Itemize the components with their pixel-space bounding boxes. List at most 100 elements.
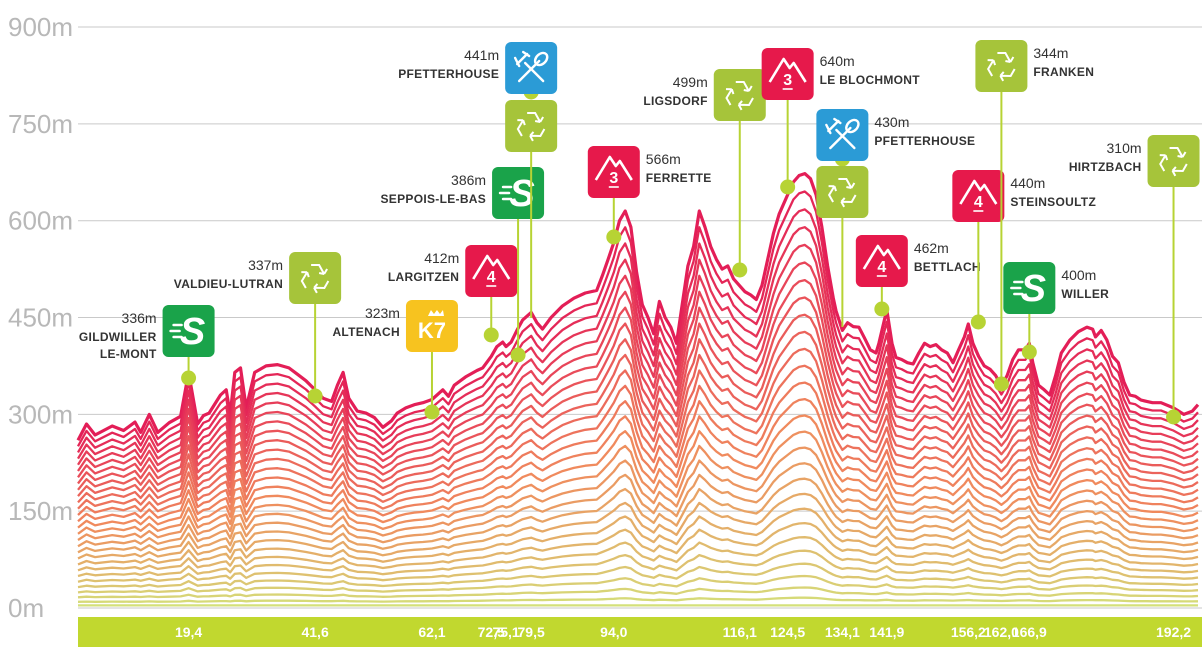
waypoint-altitude: 499m xyxy=(673,74,708,90)
elevation-line xyxy=(77,477,1199,554)
marker-badge xyxy=(855,235,908,287)
marker-badge xyxy=(289,252,342,304)
waypoint-name: HIRTZBACH xyxy=(1069,160,1142,174)
elevation-line xyxy=(77,562,1199,589)
x-tick-label: 75,1 xyxy=(492,624,519,640)
elevation-line xyxy=(77,330,1199,497)
recycle-icon xyxy=(986,52,1016,82)
waypoint-name: ALTENACH xyxy=(332,325,400,339)
recycle-icon xyxy=(516,112,546,142)
waypoint-name: PFETTERHOUSE xyxy=(398,67,499,81)
y-axis: 0m 150m 300m 450m 600m 750m 900m xyxy=(8,12,73,623)
x-tick-label: 124,5 xyxy=(770,624,805,640)
marker-badge xyxy=(952,170,1005,222)
waypoint-feed[interactable] xyxy=(816,166,869,327)
waypoint-sprint[interactable]: S 400m WILLER xyxy=(1003,262,1109,360)
elevation-line xyxy=(77,278,1199,478)
waypoint-name: LIGSDORF xyxy=(643,94,707,108)
waypoint-feed[interactable] xyxy=(505,100,558,318)
y-tick-label: 750m xyxy=(8,109,73,139)
marker-dot xyxy=(874,301,890,317)
waypoint-feed[interactable]: 310m HIRTZBACH xyxy=(1069,135,1200,425)
marker-badge xyxy=(816,166,869,218)
marker-dot xyxy=(732,262,748,278)
elevation-line xyxy=(77,261,1199,472)
x-tick-label: 156,2 xyxy=(951,624,986,640)
waypoint-altitude: 430m xyxy=(874,114,909,130)
marker-badge xyxy=(1003,262,1056,314)
recycle-icon xyxy=(827,178,857,208)
recycle-icon xyxy=(725,81,754,111)
waypoint-climb-4[interactable]: 4 462m BETTLACH xyxy=(855,235,981,317)
waypoint-altitude: 336m xyxy=(122,310,157,326)
marker-dot xyxy=(510,347,526,363)
y-tick-label: 900m xyxy=(8,12,73,42)
elevation-line xyxy=(77,364,1199,510)
sprint-icon: S xyxy=(1021,268,1046,310)
x-tick-label: 72,5 xyxy=(478,624,505,640)
waypoint-food[interactable]: 430m PFETTERHOUSE xyxy=(816,109,975,167)
elevation-line xyxy=(77,462,1199,548)
waypoint-name: LE-MONT xyxy=(100,347,157,361)
waypoint-climb-3[interactable]: 3 566m FERRETTE xyxy=(587,146,712,245)
x-tick-label: 162,0 xyxy=(984,624,1019,640)
marker-badge xyxy=(1147,135,1200,187)
waypoint-food[interactable]: 441m PFETTERHOUSE xyxy=(398,42,558,100)
waypoint-name: LARGITZEN xyxy=(388,270,459,284)
waypoint-sprint[interactable]: S 336m GILDWILLER LE-MONT xyxy=(79,305,215,386)
x-tick-label: 192,2 xyxy=(1156,624,1191,640)
x-tick-label: 141,9 xyxy=(869,624,904,640)
waypoint-feed[interactable]: 337m VALDIEU-LUTRAN xyxy=(174,252,342,404)
waypoint-feed[interactable]: 499m LIGSDORF xyxy=(643,69,766,278)
distance-axis-bar xyxy=(78,617,1202,647)
elevation-line xyxy=(77,397,1199,523)
waypoint-altitude: 386m xyxy=(451,172,486,188)
elevation-line xyxy=(77,313,1199,491)
marker-dot xyxy=(483,327,499,343)
x-tick-label: 19,4 xyxy=(175,624,202,640)
x-tick-label: 116,1 xyxy=(723,624,757,640)
waypoint-altitude: 441m xyxy=(464,47,499,63)
x-tick-label: 79,5 xyxy=(518,624,545,640)
cutlery-icon xyxy=(513,50,549,83)
elevation-line xyxy=(77,521,1199,572)
recycle-icon xyxy=(300,264,330,294)
waypoint-altitude: 337m xyxy=(248,257,283,273)
waypoint-altitude: 400m xyxy=(1061,267,1096,283)
waypoint-name: BETTLACH xyxy=(914,260,981,274)
waypoint-altitude: 462m xyxy=(914,240,949,256)
recycle-icon xyxy=(1159,147,1188,177)
marker-badge xyxy=(587,146,640,198)
waypoint-name: VALDIEU-LUTRAN xyxy=(174,277,283,291)
elevation-line xyxy=(77,446,1199,541)
marker-badge xyxy=(975,40,1028,92)
waypoint-climb-3[interactable]: 3 640m LE BLOCHMONT xyxy=(761,48,921,195)
marker-badge xyxy=(405,300,458,352)
waypoint-climb-4[interactable]: 4 440m STEINSOULTZ xyxy=(952,170,1096,330)
waypoint-name: LE BLOCHMONT xyxy=(820,73,921,87)
y-tick-label: 450m xyxy=(8,303,73,333)
climb-category: 4 xyxy=(974,194,983,211)
x-tick-label: 134,1 xyxy=(825,624,860,640)
marker-dot xyxy=(993,376,1009,392)
elevation-ribbons xyxy=(76,172,1200,607)
x-tick-label: 94,0 xyxy=(600,624,627,640)
waypoint-bonus[interactable]: K7 323m ALTENACH xyxy=(332,300,458,420)
mountain-climb-icon: 3 xyxy=(594,155,633,188)
climb-category: 4 xyxy=(487,269,496,286)
waypoint-markers: S 336m GILDWILLER LE-MONT 337m VALDIEU-LUTRAN… xyxy=(79,40,1200,425)
waypoint-feed[interactable]: 344m FRANKEN xyxy=(975,40,1094,392)
x-tick-label: 62,1 xyxy=(418,624,445,640)
elevation-line xyxy=(77,296,1199,485)
elevation-line xyxy=(77,347,1199,504)
waypoint-altitude: 323m xyxy=(365,305,400,321)
climb-category: 3 xyxy=(609,170,618,187)
climb-category: 4 xyxy=(877,259,886,276)
marker-badge xyxy=(761,48,814,100)
waypoint-climb-4[interactable]: 4 412m LARGITZEN xyxy=(388,245,518,343)
marker-dot xyxy=(424,404,440,420)
elevation-line xyxy=(77,208,1199,453)
